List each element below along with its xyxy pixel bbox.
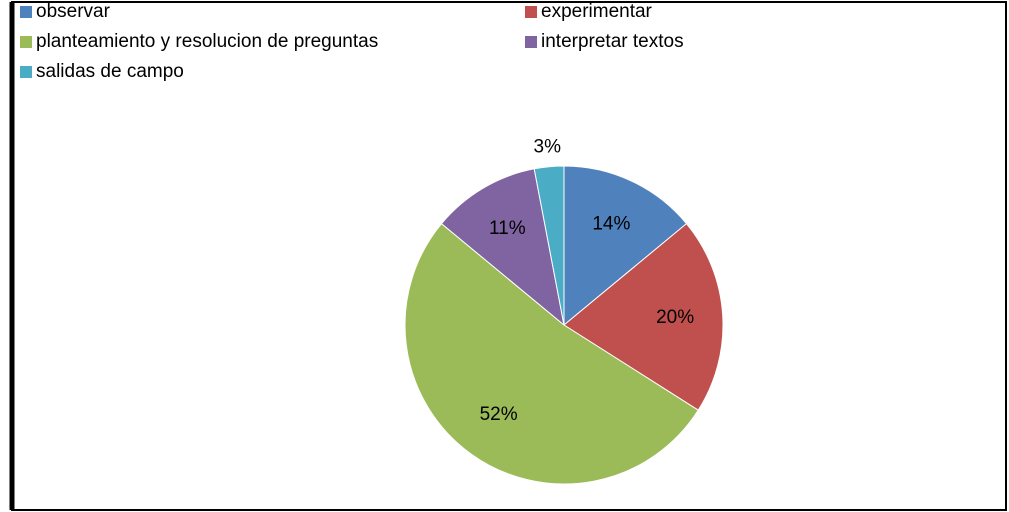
- pie-slice: [533, 165, 565, 326]
- pie-slice: [563, 222, 724, 411]
- data-label: 52%: [480, 404, 518, 425]
- data-label: 3%: [534, 137, 562, 158]
- legend-swatch: [20, 66, 32, 78]
- legend-swatch: [525, 6, 537, 18]
- legend-swatch: [525, 36, 537, 48]
- pie-slice: [404, 222, 699, 485]
- data-label: 14%: [592, 213, 630, 234]
- data-label: 11%: [489, 218, 526, 239]
- legend-label: experimentar: [541, 1, 653, 22]
- legend-swatch: [20, 6, 32, 18]
- legend-label: salidas de campo: [36, 61, 184, 82]
- data-label: 20%: [656, 307, 694, 328]
- legend-swatch: [20, 36, 32, 48]
- legend-label: planteamiento y resolucion de preguntas: [36, 31, 378, 52]
- legend-label: interpretar textos: [541, 31, 684, 52]
- pie-slice: [563, 165, 688, 327]
- legend-label: observar: [36, 1, 111, 22]
- pie-slice: [440, 168, 565, 327]
